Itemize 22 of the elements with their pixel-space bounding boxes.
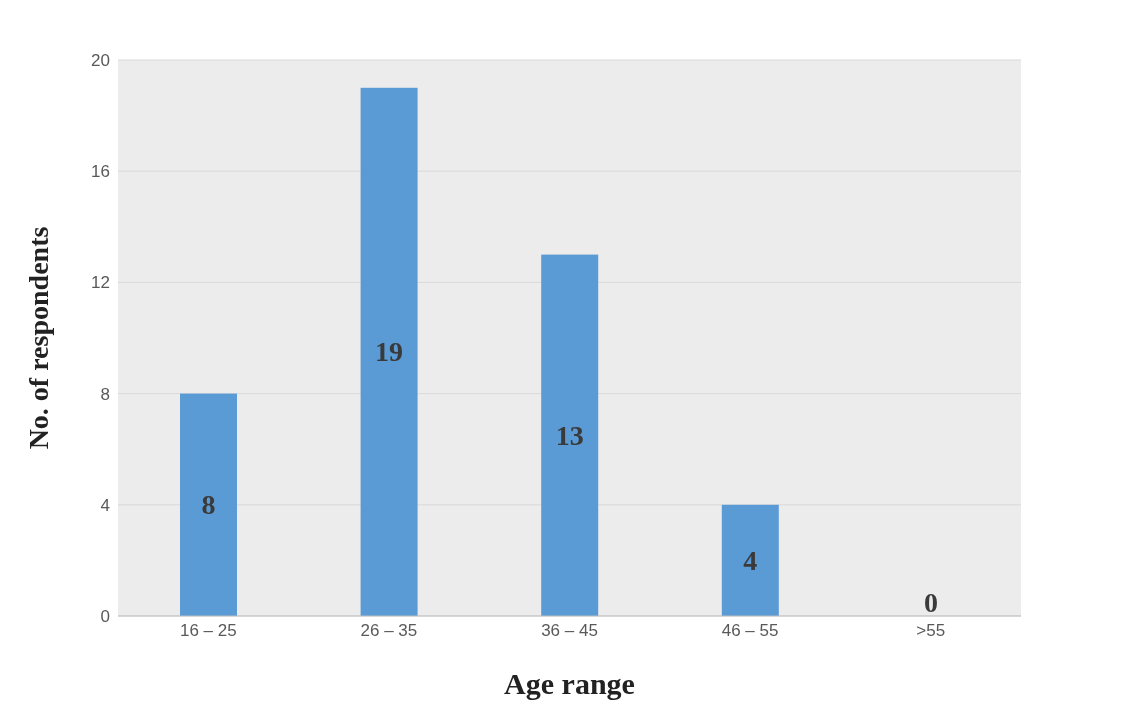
data-label: 13	[555, 419, 584, 451]
y-axis-title: No. of respondents	[22, 226, 54, 450]
bar	[360, 87, 418, 616]
y-tick-label: 4	[100, 495, 110, 515]
data-label: 8	[201, 489, 216, 521]
y-tick-label: 20	[91, 51, 110, 71]
x-tick-label: 26 – 35	[360, 621, 418, 641]
y-tick-label: 16	[91, 162, 110, 182]
y-tick-label: 12	[91, 273, 110, 293]
y-tick-label: 8	[100, 384, 110, 404]
data-label: 0	[923, 586, 938, 618]
x-axis-title: Age range	[504, 667, 635, 700]
x-tick-label: >55	[916, 621, 946, 641]
y-tick-label: 0	[100, 607, 110, 627]
x-tick-label: 16 – 25	[179, 621, 237, 641]
data-label: 19	[375, 336, 404, 368]
bar	[180, 393, 237, 616]
x-tick-label: 46 – 55	[721, 621, 779, 641]
x-tick-label: 36 – 45	[541, 621, 598, 641]
bar	[721, 504, 779, 616]
data-label: 4	[743, 544, 758, 576]
bar	[541, 254, 599, 616]
